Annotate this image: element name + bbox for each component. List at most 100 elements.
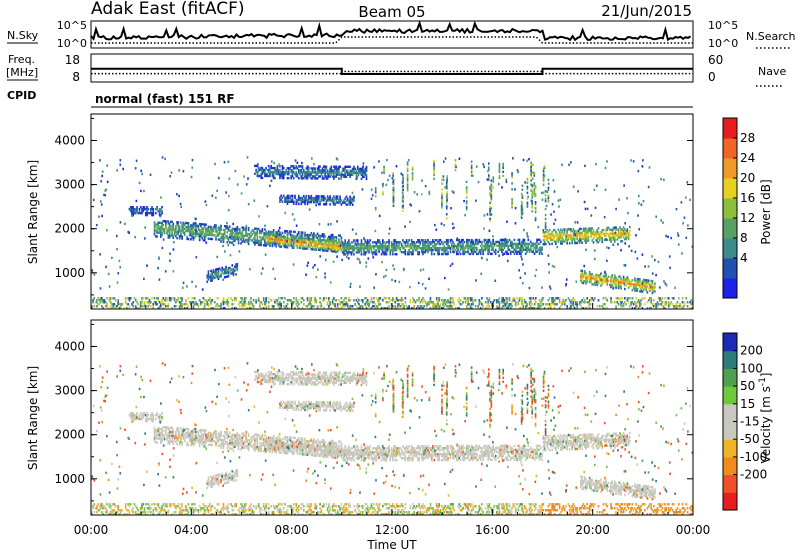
power-cell <box>581 269 584 273</box>
power-cell <box>350 201 353 204</box>
power-cell <box>365 247 368 250</box>
power-cell <box>191 224 193 227</box>
power-cell <box>336 220 338 223</box>
power-cell <box>236 233 239 237</box>
power-cell <box>447 299 449 302</box>
power-cell <box>374 187 377 190</box>
power-cell <box>309 303 311 306</box>
power-cell <box>612 232 615 235</box>
power-cell <box>300 165 303 168</box>
power-cell <box>622 226 625 229</box>
power-cell <box>424 248 427 252</box>
power-cell <box>244 234 246 237</box>
power-cell <box>334 236 336 239</box>
power-cell <box>334 248 336 251</box>
power-cell <box>517 170 520 174</box>
power-cell <box>310 194 313 198</box>
power-cell <box>106 305 108 308</box>
power-cell <box>232 269 235 273</box>
power-cell <box>388 174 391 177</box>
power-cell <box>311 305 314 308</box>
power-cell <box>330 171 333 174</box>
power-cell <box>163 220 166 223</box>
power-cell <box>316 167 319 170</box>
power-cell <box>166 228 168 231</box>
power-cell <box>331 239 334 243</box>
power-cell <box>616 297 619 300</box>
power-cell <box>509 303 512 306</box>
power-cell <box>429 297 432 300</box>
power-cell <box>465 196 468 199</box>
power-cell <box>159 227 162 231</box>
power-cell <box>237 242 240 245</box>
power-cell <box>445 305 448 308</box>
power-cell <box>328 197 330 200</box>
power-cell <box>171 228 173 231</box>
power-cell <box>306 165 309 168</box>
power-cell <box>421 283 424 286</box>
power-cell <box>282 238 285 242</box>
power-cell <box>128 207 131 211</box>
power-cell <box>615 305 617 308</box>
power-cell <box>300 177 303 180</box>
power-cell <box>151 211 153 215</box>
power-cell <box>127 303 130 306</box>
power-cell <box>595 233 597 236</box>
power-cell <box>323 199 325 202</box>
power-cell <box>364 171 367 175</box>
power-cell <box>481 248 483 252</box>
power-cell <box>402 247 404 250</box>
power-cell <box>486 242 488 246</box>
power-cell <box>544 193 547 197</box>
power-cell <box>585 229 587 232</box>
power-cell <box>250 297 252 300</box>
power-cell <box>600 232 602 236</box>
power-cell <box>222 232 225 236</box>
power-cell <box>504 237 507 241</box>
power-cell <box>369 301 372 304</box>
power-cell <box>191 234 193 237</box>
power-cell <box>238 230 241 233</box>
power-cell <box>323 245 325 248</box>
power-cell <box>323 239 325 242</box>
power-cell <box>508 248 511 252</box>
power-cell <box>453 246 456 250</box>
power-cell <box>443 240 446 244</box>
power-cell <box>153 301 156 304</box>
power-cell <box>507 248 510 252</box>
power-cell <box>207 237 210 240</box>
power-cell <box>402 200 404 203</box>
power-cell <box>231 235 234 238</box>
power-cell <box>619 281 621 284</box>
power-cell <box>610 285 612 289</box>
beam-title: Beam 05 <box>358 3 425 21</box>
power-cell <box>212 233 215 237</box>
power-cell <box>338 307 340 309</box>
power-cell <box>365 301 368 304</box>
power-cell <box>549 287 552 290</box>
power-cell <box>344 253 346 256</box>
power-cell <box>182 227 185 230</box>
power-cell <box>468 244 471 248</box>
power-cell <box>636 301 639 304</box>
power-cell <box>286 167 289 170</box>
power-cell <box>336 169 339 172</box>
power-cell <box>533 252 536 255</box>
power-cell <box>171 232 173 235</box>
power-cell <box>223 161 226 164</box>
power-cell <box>126 307 128 309</box>
power-cell <box>159 301 162 304</box>
power-cell <box>143 207 146 211</box>
power-cell <box>319 236 321 240</box>
power-cell <box>533 307 536 309</box>
power-cell <box>172 224 175 228</box>
power-cell <box>404 252 407 256</box>
power-cell <box>519 297 522 300</box>
power-cell <box>675 305 678 308</box>
power-cell <box>137 211 140 215</box>
power-cell <box>259 235 261 239</box>
power-cell <box>649 285 652 289</box>
power-cell <box>294 167 296 170</box>
power-cell <box>177 225 180 228</box>
power-cell <box>287 243 290 246</box>
